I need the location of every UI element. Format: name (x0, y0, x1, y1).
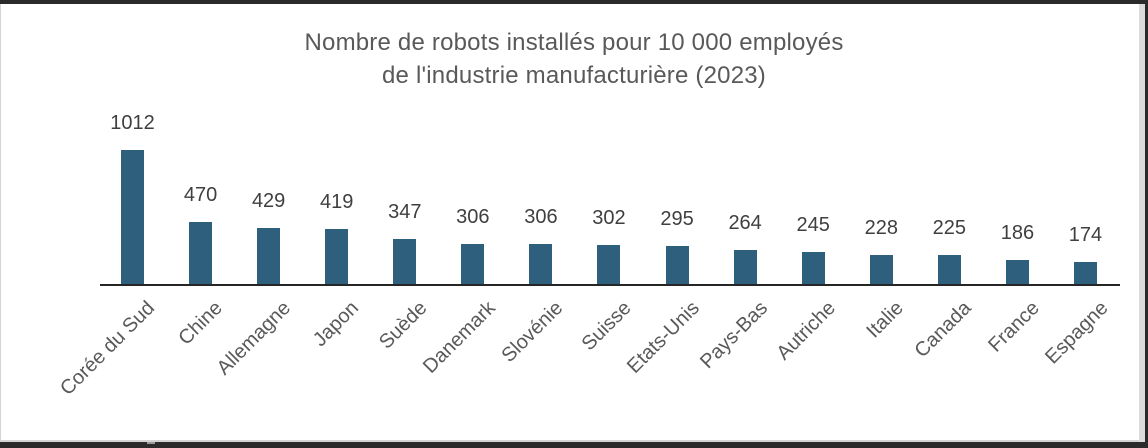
bar (189, 222, 213, 285)
x-axis-label: Corée du Sud (56, 297, 160, 400)
x-axis-label: Suède (374, 297, 432, 354)
bar (325, 229, 349, 285)
x-axis-label: Espagne (1040, 297, 1113, 369)
chart-title-line2: de l'industrie manufacturière (2023) (382, 62, 766, 89)
x-axis-label: Autriche (772, 297, 840, 365)
bar (597, 245, 621, 285)
bar-value-label: 174 (1068, 224, 1103, 246)
bar-value-label: 186 (1000, 222, 1035, 244)
bar-value-label: 1012 (110, 112, 155, 134)
bar-value-label: 302 (592, 207, 626, 229)
canvas-bottom-edge (0, 440, 1139, 442)
bar (1005, 260, 1029, 285)
x-axis-label: Italie (862, 297, 908, 343)
x-axis-line (100, 284, 1120, 286)
bar (665, 246, 689, 285)
bar (393, 239, 417, 285)
x-axis-label: Danemark (418, 297, 500, 378)
x-axis-label: Japon (309, 297, 364, 352)
window-top-edge (0, 0, 1148, 4)
bar (257, 228, 281, 285)
bar (733, 250, 757, 285)
bar (121, 150, 144, 285)
bar-value-label: 429 (251, 190, 286, 212)
bar-value-label: 306 (456, 206, 490, 228)
x-axis-label: Pays-Bas (695, 297, 772, 374)
x-axis-label: Slovénie (497, 297, 568, 367)
bar-value-label: 419 (320, 191, 354, 213)
x-axis-label: Chine (174, 297, 228, 350)
canvas-right-edge (1139, 4, 1145, 448)
canvas-left-edge (0, 4, 1, 441)
bar-value-label: 228 (864, 217, 898, 239)
bar-value-label: 245 (796, 214, 830, 236)
chart-title: Nombre de robots installés pour 10 000 e… (0, 26, 1148, 92)
bar (461, 244, 485, 285)
bar (801, 252, 825, 285)
bar (529, 244, 553, 285)
scrollbar-thumb[interactable] (147, 442, 155, 444)
bar-value-label: 264 (728, 212, 762, 234)
horizontal-scrollbar[interactable] (0, 442, 1148, 448)
x-axis-label: France (984, 297, 1044, 357)
x-axis-label: Etats-Unis (622, 297, 704, 378)
bar-value-label: 295 (660, 208, 694, 230)
bar-value-label: 306 (524, 206, 558, 228)
chart-title-line1: Nombre de robots installés pour 10 000 e… (304, 29, 844, 56)
bar-value-label: 225 (932, 217, 967, 239)
bar (937, 255, 961, 285)
x-axis-label: Allemagne (212, 297, 296, 380)
x-axis-label: Suisse (577, 297, 636, 356)
bar (869, 255, 893, 285)
bar-value-label: 470 (183, 184, 218, 206)
window-right-edge (1145, 0, 1148, 448)
bar (1073, 262, 1097, 285)
x-axis-label: Canada (910, 297, 976, 363)
bar-value-label: 347 (388, 201, 422, 223)
